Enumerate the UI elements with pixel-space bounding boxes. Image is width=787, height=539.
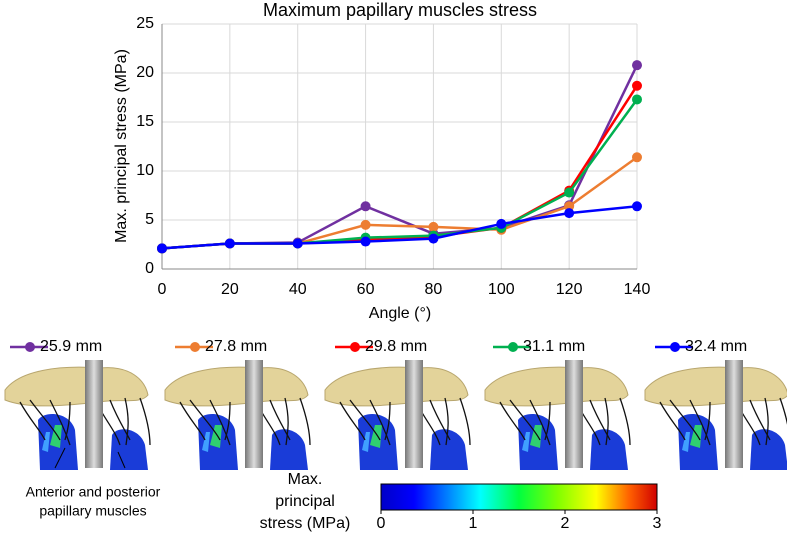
- legend-swatch: [190, 342, 200, 352]
- colorbar-label: Max.: [288, 471, 323, 488]
- series-line: [161, 64, 639, 250]
- x-tick-label: 140: [624, 281, 651, 298]
- annotation-arrow: [117, 451, 126, 469]
- series-line: [161, 85, 639, 250]
- data-point: [632, 94, 642, 105]
- legend-label: 29.8 mm: [365, 338, 427, 355]
- data-point: [496, 218, 507, 229]
- data-point: [632, 201, 642, 212]
- x-tick-label: 80: [425, 281, 443, 298]
- data-point: [632, 80, 642, 91]
- data-point: [157, 243, 167, 254]
- x-axis-label: Angle (°): [369, 305, 431, 322]
- chart-title: Maximum papillary muscles stress: [263, 0, 537, 20]
- data-point: [564, 208, 575, 219]
- model-render: [164, 359, 311, 471]
- x-tick-label: 120: [556, 281, 583, 298]
- annotation-arrow: [54, 447, 66, 469]
- colorbar-label: principal: [275, 493, 335, 510]
- model-render: [4, 359, 151, 471]
- series-line: [161, 205, 638, 250]
- legend-label: 32.4 mm: [685, 338, 747, 355]
- x-tick-label: 100: [488, 281, 515, 298]
- legend-swatch: [508, 342, 518, 352]
- data-point: [428, 233, 439, 244]
- x-tick-label: 60: [357, 281, 375, 298]
- data-point: [292, 238, 303, 249]
- data-point: [360, 219, 371, 230]
- legend-label: 25.9 mm: [40, 338, 102, 355]
- x-tick-label: 0: [158, 281, 167, 298]
- y-tick-label: 5: [145, 211, 154, 228]
- colorbar-tick-label: 0: [377, 515, 386, 532]
- data-point: [360, 201, 371, 212]
- colorbar: [380, 483, 658, 511]
- legend-swatch: [350, 342, 360, 352]
- y-tick-label: 10: [136, 162, 154, 179]
- data-point: [428, 221, 439, 232]
- legend-label: 31.1 mm: [523, 338, 585, 355]
- colorbar-tick-label: 2: [561, 515, 570, 532]
- model-render: [644, 359, 787, 471]
- y-tick-label: 25: [136, 15, 154, 32]
- y-axis-label: Max. principal stress (MPa): [113, 49, 130, 243]
- data-point: [564, 201, 575, 212]
- y-tick-label: 0: [145, 260, 154, 277]
- legend-label: 27.8 mm: [205, 338, 267, 355]
- legend-swatch: [25, 342, 35, 352]
- data-point: [360, 236, 371, 247]
- annotation: Anterior and posterior: [26, 484, 161, 500]
- y-tick-label: 15: [136, 113, 154, 130]
- colorbar-label: stress (MPa): [260, 515, 351, 532]
- data-point: [564, 187, 575, 198]
- model-render: [324, 359, 471, 471]
- annotation: papillary muscles: [39, 503, 146, 519]
- x-tick-label: 20: [221, 281, 239, 298]
- model-render: [484, 359, 631, 471]
- data-point: [224, 238, 235, 249]
- data-point: [632, 152, 642, 163]
- data-point: [632, 60, 642, 71]
- colorbar-tick-label: 3: [653, 515, 662, 532]
- colorbar-tick-label: 1: [469, 515, 478, 532]
- legend-swatch: [670, 342, 680, 352]
- x-tick-label: 40: [289, 281, 307, 298]
- y-tick-label: 20: [136, 64, 154, 81]
